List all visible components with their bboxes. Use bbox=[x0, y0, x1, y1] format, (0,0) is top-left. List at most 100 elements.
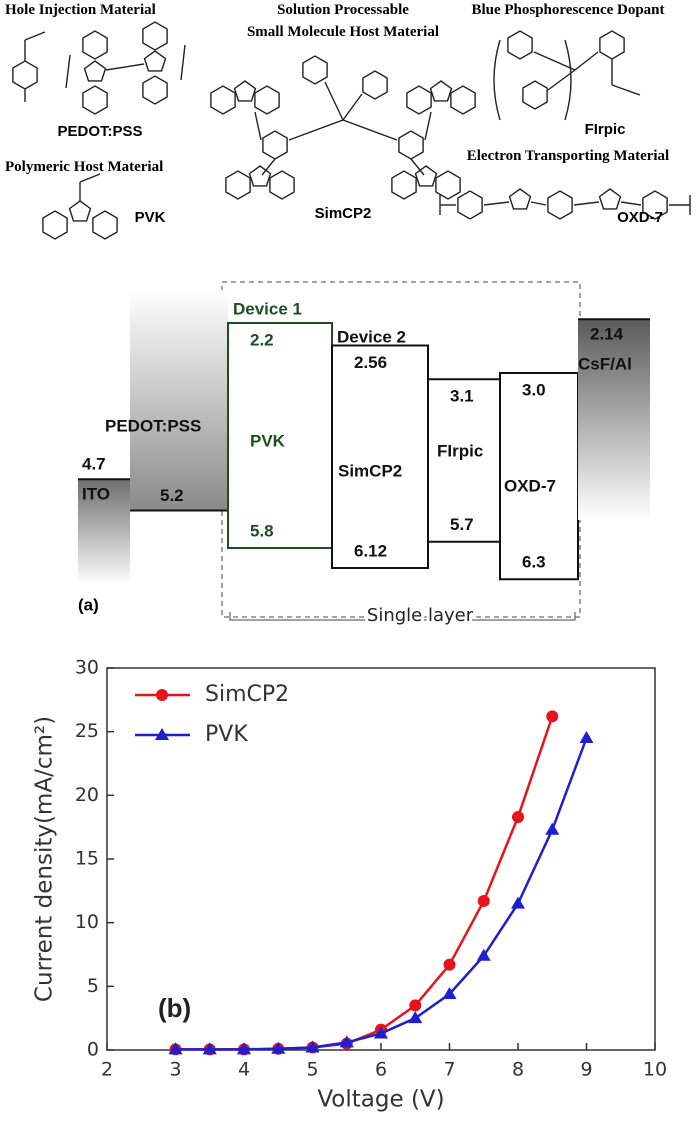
data-point bbox=[511, 896, 525, 909]
homo-label: 6.3 bbox=[522, 553, 546, 572]
layer-name: FIrpic bbox=[437, 441, 483, 460]
series-line bbox=[175, 737, 588, 1051]
data-point bbox=[476, 948, 491, 961]
ring bbox=[12, 60, 38, 90]
bond bbox=[180, 44, 186, 81]
ring bbox=[429, 80, 453, 102]
data-point bbox=[545, 822, 560, 835]
homo-label: 5.7 bbox=[450, 515, 474, 534]
homo-label: 6.12 bbox=[354, 541, 387, 560]
bond bbox=[261, 158, 276, 176]
ring bbox=[142, 75, 168, 105]
molecule-category: Electron Transporting Material bbox=[467, 148, 669, 164]
y-tick-label: 10 bbox=[75, 911, 99, 933]
layer-name: PEDOT:PSS bbox=[105, 416, 201, 435]
lumo-label: 3.1 bbox=[450, 387, 474, 406]
layer-name: OXD-7 bbox=[504, 476, 556, 495]
ring bbox=[254, 85, 280, 115]
energy-diagram: (a) 4.7 ITO 5.2 PEDOT:PSS 2.2 5.8 PVK Device 1 2… bbox=[78, 281, 650, 629]
x-tick-label: 10 bbox=[643, 1059, 667, 1081]
y-axis-label: Current density(mA/cm²) bbox=[32, 716, 58, 1002]
data-point bbox=[512, 810, 524, 823]
bond bbox=[574, 51, 599, 71]
molecule-category: Blue Phosphorescence Dopant bbox=[471, 2, 664, 18]
legend-marker bbox=[156, 689, 168, 701]
ring bbox=[83, 60, 107, 82]
bond bbox=[65, 54, 71, 89]
series-line bbox=[175, 715, 554, 1051]
data-point bbox=[477, 895, 490, 908]
x-tick-label: 3 bbox=[169, 1059, 181, 1081]
energy-level-box bbox=[227, 322, 333, 549]
ring bbox=[522, 80, 548, 110]
y-tick-label: 25 bbox=[75, 720, 99, 742]
legend-label: PVK bbox=[205, 722, 248, 747]
ring bbox=[414, 165, 438, 187]
ring bbox=[406, 85, 432, 115]
data-point bbox=[579, 731, 594, 744]
x-tick-label: 7 bbox=[443, 1059, 455, 1081]
ring bbox=[82, 85, 108, 115]
ring bbox=[262, 130, 288, 160]
device-label: Device 2 bbox=[337, 327, 406, 346]
y-tick-label: 15 bbox=[75, 848, 99, 870]
y-tick-label: 30 bbox=[75, 657, 99, 679]
ring bbox=[398, 130, 424, 160]
molecule-name: SimCP2 bbox=[315, 205, 372, 222]
lumo-label: 2.56 bbox=[354, 353, 387, 372]
x-tick-label: 2 bbox=[101, 1059, 113, 1081]
molecule-category: Solution Processable bbox=[277, 2, 409, 18]
molecule-name: PEDOT:PSS bbox=[57, 123, 142, 140]
ring bbox=[142, 21, 168, 51]
ring bbox=[508, 188, 532, 210]
bond bbox=[410, 158, 425, 176]
x-axis-label: Voltage (V) bbox=[317, 1087, 444, 1113]
molecule-category: Small Molecule Host Material bbox=[247, 24, 439, 40]
x-tick-label: 6 bbox=[375, 1059, 387, 1081]
level-label: 4.7 bbox=[82, 455, 106, 474]
molecule-name: OXD-7 bbox=[617, 209, 663, 226]
bond bbox=[342, 93, 363, 121]
y-tick-label: 20 bbox=[75, 784, 99, 806]
layer-name: SimCP2 bbox=[338, 461, 402, 480]
ring bbox=[68, 200, 92, 222]
bracket bbox=[493, 39, 501, 121]
ring bbox=[233, 80, 257, 102]
ring bbox=[92, 210, 118, 240]
data-point bbox=[237, 1042, 251, 1055]
ring bbox=[391, 170, 417, 200]
data-point bbox=[442, 986, 457, 999]
molecule-category: Hole Injection Material bbox=[5, 2, 156, 18]
energy-level-box bbox=[331, 344, 429, 569]
bond bbox=[342, 119, 398, 141]
electrode-fill bbox=[130, 290, 228, 511]
data-point bbox=[409, 999, 422, 1012]
legend-marker bbox=[155, 728, 169, 740]
lumo-label: 3.0 bbox=[522, 380, 546, 399]
data-point bbox=[443, 958, 456, 971]
data-point bbox=[305, 1040, 320, 1053]
ring bbox=[82, 30, 108, 60]
level-label: 5.2 bbox=[160, 486, 184, 505]
molecule-panel: Hole Injection Material PEDOT:PSS Polymeri… bbox=[5, 2, 691, 240]
ring bbox=[210, 85, 236, 115]
data-point bbox=[546, 710, 559, 723]
bond bbox=[611, 84, 641, 96]
bond bbox=[105, 63, 145, 71]
ring bbox=[269, 170, 295, 200]
y-tick-label: 0 bbox=[87, 1039, 99, 1061]
bond bbox=[254, 111, 262, 141]
bond bbox=[620, 201, 642, 206]
bond bbox=[324, 81, 344, 121]
lumo-label: 2.2 bbox=[250, 330, 274, 349]
molecule-category: Polymeric Host Material bbox=[5, 159, 163, 175]
bracket bbox=[564, 39, 572, 121]
layer-name: CsF/Al bbox=[578, 355, 632, 374]
ring bbox=[598, 188, 622, 210]
data-point bbox=[339, 1035, 354, 1048]
ring bbox=[302, 55, 328, 85]
bond bbox=[483, 201, 510, 206]
data-point bbox=[374, 1026, 388, 1039]
bond bbox=[24, 31, 46, 41]
